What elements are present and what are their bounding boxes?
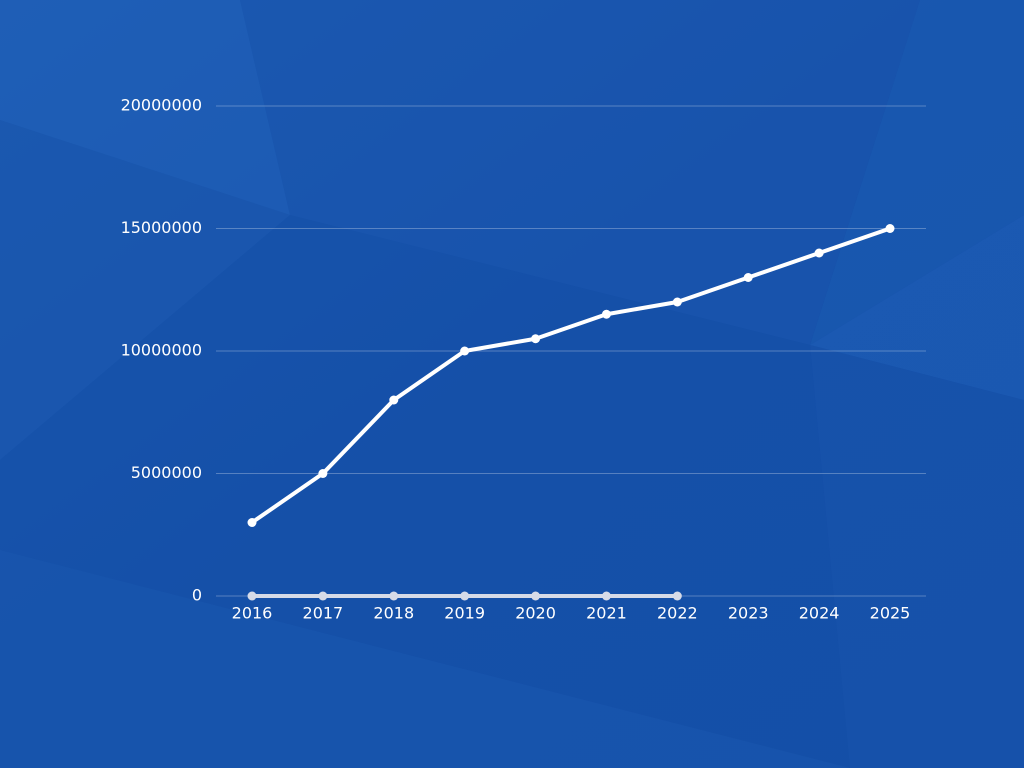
x-tick-label: 2022 (657, 604, 698, 623)
y-tick-label: 10000000 (121, 341, 202, 360)
data-point (460, 591, 470, 601)
data-point (318, 469, 328, 478)
y-tick-label: 15000000 (121, 218, 202, 237)
data-point (247, 518, 257, 527)
data-point (885, 224, 895, 233)
y-tick-label: 0 (192, 586, 202, 605)
data-point (601, 309, 611, 319)
data-point (247, 591, 257, 601)
x-tick-label: 2024 (799, 604, 840, 623)
y-tick-label: 20000000 (121, 96, 202, 115)
data-point (814, 248, 824, 258)
data-point (601, 591, 611, 601)
x-tick-label: 2017 (303, 604, 344, 623)
data-point (531, 334, 541, 344)
x-tick-label: 2019 (444, 604, 485, 623)
x-tick-label: 2021 (586, 604, 627, 623)
data-point (389, 395, 399, 405)
data-point (672, 591, 682, 601)
x-tick-label: 2025 (870, 604, 911, 623)
x-tick-label: 2018 (373, 604, 414, 623)
data-point (318, 591, 328, 601)
series-line (250, 226, 892, 525)
data-point (389, 591, 399, 601)
data-point (672, 297, 682, 307)
y-tick-label: 5000000 (131, 463, 202, 482)
x-tick-label: 2020 (515, 604, 556, 623)
x-tick-label: 2016 (232, 604, 273, 623)
data-point (743, 273, 753, 282)
data-point (531, 591, 541, 601)
x-tick-label: 2023 (728, 604, 769, 623)
data-point (460, 346, 470, 356)
